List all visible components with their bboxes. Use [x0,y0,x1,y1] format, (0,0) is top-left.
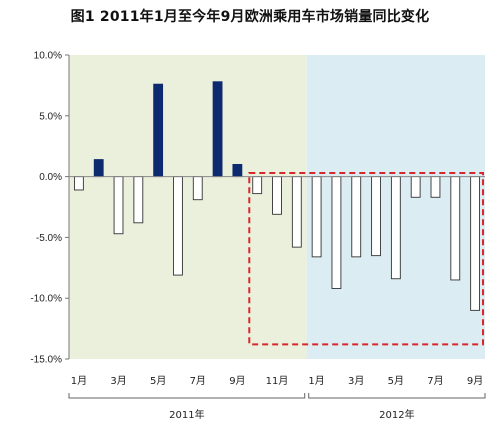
bars [73,81,484,346]
y-tick-label: -10.0% [30,294,62,305]
bar [252,176,263,195]
group-bracket [308,393,486,399]
group-label: 2012年 [379,408,414,421]
bar [371,176,381,257]
bar [73,176,84,191]
bar [232,163,243,178]
x-tick-label: 3月 [110,375,126,387]
bar [470,176,481,311]
bar [212,81,223,178]
bar [331,176,342,289]
highlight-box [248,171,484,346]
y-tick-label: 0.0% [39,172,62,183]
x-tick-label: 11月 [266,375,289,387]
y-tick-label: -15.0% [30,355,62,366]
background-2011 [69,55,307,359]
bar [272,176,282,215]
x-tick-label: 3月 [348,375,364,387]
bar [153,83,164,178]
chart-title: 图1 2011年1月至今年9月欧洲乘用车市场销量同比变化 [70,9,430,25]
y-tick-label: 10.0% [34,51,62,62]
x-tick-label: 7月 [427,375,443,387]
x-tick-label: 7月 [190,375,206,387]
bar [311,176,322,258]
x-tick-label: 5月 [150,375,166,387]
bar [430,176,441,198]
bar [291,176,302,248]
bar [192,176,203,201]
x-tick-label: 1月 [71,375,87,387]
bar [93,159,104,178]
axes: 10.0% 5.0% 0.0% -5.0% -10.0% -15.0% [30,51,485,366]
x-tick-label: 9月 [229,375,245,387]
x-tick-label: 5月 [388,375,404,387]
bar [173,176,183,276]
group-bracket [68,393,306,399]
bar [450,176,461,281]
axis-labels: 1月 3月 5月 7月 9月 11月 1月 3月 5月 7月 9月 2011年 2012年 [68,375,486,421]
x-tick-label: 9月 [467,375,483,387]
y-tick-label: 5.0% [39,111,62,122]
x-tick-label: 1月 [308,375,324,387]
bar [351,176,362,258]
y-tick-label: -5.0% [36,233,62,244]
bar [133,176,144,224]
bar [410,176,421,198]
bar [390,176,401,280]
group-label: 2011年 [169,408,204,421]
bar [113,176,124,235]
